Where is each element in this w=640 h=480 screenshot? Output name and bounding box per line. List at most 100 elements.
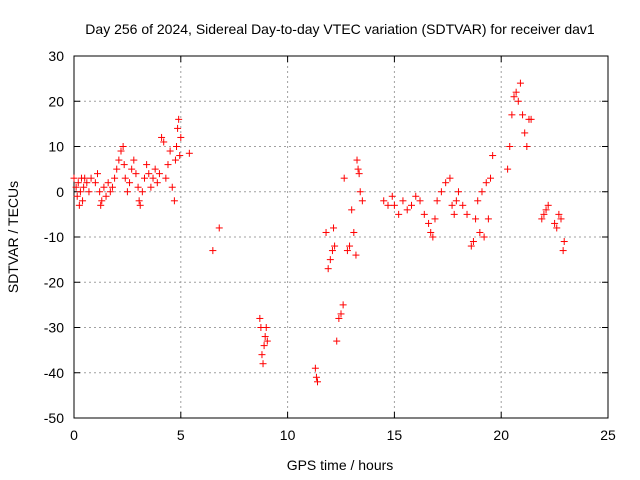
y-tick-label: 0 bbox=[56, 184, 64, 200]
data-point bbox=[452, 197, 460, 205]
data-point bbox=[140, 174, 148, 182]
data-point bbox=[145, 170, 153, 178]
data-point bbox=[102, 192, 110, 200]
data-point bbox=[74, 179, 82, 187]
data-point bbox=[512, 88, 520, 96]
data-point bbox=[538, 215, 546, 223]
data-point bbox=[542, 206, 550, 214]
data-point bbox=[256, 314, 264, 322]
data-point bbox=[474, 197, 482, 205]
y-axis-label: SDTVAR / TECUs bbox=[5, 181, 21, 293]
data-point bbox=[153, 179, 161, 187]
data-point bbox=[446, 174, 454, 182]
data-point bbox=[412, 192, 420, 200]
data-point bbox=[433, 197, 441, 205]
data-point bbox=[358, 197, 366, 205]
data-point bbox=[98, 197, 106, 205]
data-point bbox=[177, 133, 185, 141]
ticks-layer: 0 5 10 15 20 25 -50 -40 -30 -20 -10 0 10 20 30 bbox=[44, 48, 616, 443]
data-point bbox=[73, 192, 81, 200]
data-point bbox=[328, 247, 336, 255]
data-points bbox=[70, 79, 568, 386]
data-point bbox=[331, 242, 339, 250]
y-tick-label: -50 bbox=[44, 410, 64, 426]
y-tick-label: -20 bbox=[44, 274, 64, 290]
data-point bbox=[348, 206, 356, 214]
data-point bbox=[259, 360, 267, 368]
data-point bbox=[352, 251, 360, 259]
data-point bbox=[399, 197, 407, 205]
data-point bbox=[487, 174, 495, 182]
data-point bbox=[263, 337, 271, 345]
data-point bbox=[519, 111, 527, 119]
data-point bbox=[420, 210, 428, 218]
data-point bbox=[314, 378, 322, 386]
data-point bbox=[126, 179, 134, 187]
data-point bbox=[119, 143, 127, 150]
data-point bbox=[76, 188, 84, 196]
data-point bbox=[482, 179, 490, 187]
data-point bbox=[166, 147, 174, 155]
data-point bbox=[120, 161, 128, 169]
data-point bbox=[170, 197, 178, 205]
data-point bbox=[215, 224, 223, 232]
data-point bbox=[544, 201, 552, 209]
data-point bbox=[510, 93, 518, 101]
data-point bbox=[312, 373, 320, 381]
x-tick-label: 0 bbox=[70, 427, 78, 443]
data-point bbox=[108, 183, 116, 191]
data-point bbox=[185, 149, 193, 157]
data-point bbox=[514, 97, 522, 105]
data-point bbox=[437, 188, 445, 196]
data-point bbox=[333, 337, 341, 345]
data-point bbox=[467, 242, 475, 250]
data-point bbox=[523, 143, 531, 150]
data-point bbox=[354, 165, 362, 173]
data-point bbox=[100, 183, 108, 191]
data-point bbox=[384, 201, 392, 209]
data-point bbox=[431, 215, 439, 223]
data-point bbox=[508, 111, 516, 119]
data-point bbox=[130, 156, 138, 164]
data-point bbox=[504, 165, 512, 173]
data-point bbox=[70, 174, 78, 182]
data-point bbox=[174, 124, 182, 132]
data-point bbox=[476, 228, 484, 236]
data-point bbox=[260, 342, 268, 350]
data-point bbox=[350, 228, 358, 236]
data-point bbox=[72, 183, 80, 191]
data-point bbox=[427, 228, 435, 236]
data-point bbox=[121, 174, 129, 182]
data-point bbox=[559, 247, 567, 255]
x-axis-label: GPS time / hours bbox=[287, 457, 394, 473]
data-point bbox=[81, 174, 89, 182]
data-point bbox=[158, 133, 166, 141]
data-point bbox=[322, 228, 330, 236]
data-point bbox=[429, 233, 437, 241]
data-point bbox=[555, 210, 563, 218]
data-point bbox=[113, 165, 121, 173]
data-point bbox=[557, 215, 565, 223]
y-tick-label: -10 bbox=[44, 229, 64, 245]
data-point bbox=[138, 188, 146, 196]
data-point bbox=[155, 170, 163, 178]
data-point bbox=[123, 188, 131, 196]
data-point bbox=[469, 238, 477, 246]
data-point bbox=[478, 188, 486, 196]
y-tick-label: 30 bbox=[48, 48, 64, 64]
data-point bbox=[521, 129, 529, 137]
data-point bbox=[489, 152, 497, 160]
data-point bbox=[258, 351, 266, 359]
data-point bbox=[134, 183, 142, 191]
data-point bbox=[407, 201, 415, 209]
data-point bbox=[85, 188, 93, 196]
x-tick-label: 5 bbox=[177, 427, 185, 443]
data-point bbox=[162, 174, 170, 182]
data-point bbox=[87, 174, 95, 182]
data-point bbox=[173, 143, 181, 150]
data-point bbox=[527, 115, 535, 123]
data-point bbox=[450, 210, 458, 218]
data-point bbox=[454, 188, 462, 196]
data-point bbox=[80, 183, 88, 191]
x-tick-label: 20 bbox=[493, 427, 509, 443]
